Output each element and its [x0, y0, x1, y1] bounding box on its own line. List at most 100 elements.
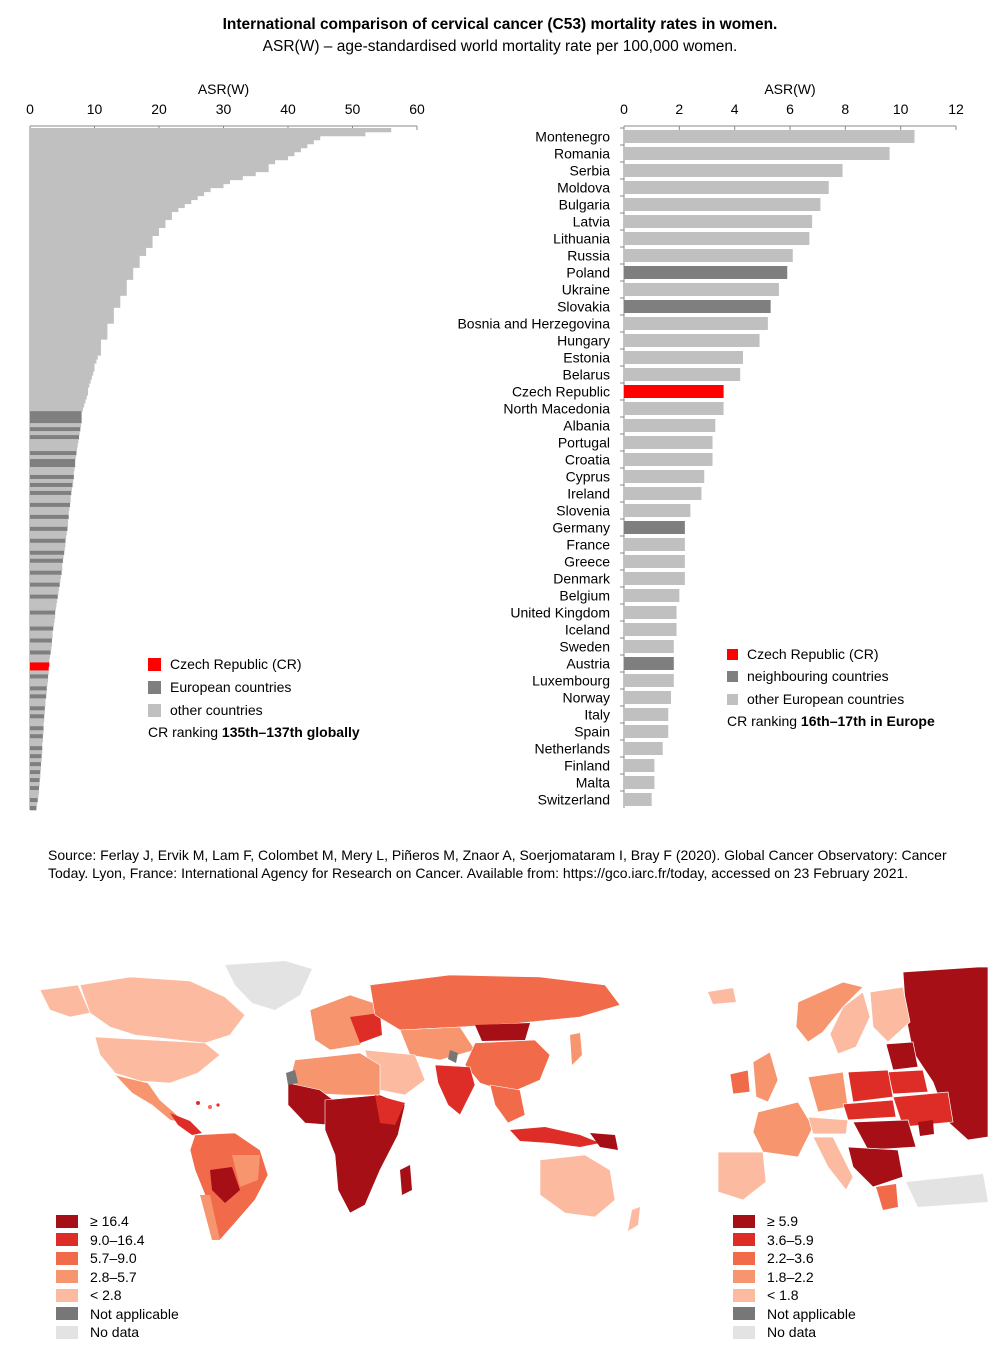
bar — [30, 486, 72, 492]
map-legend-swatch — [733, 1214, 755, 1228]
map-region-finland — [869, 986, 911, 1043]
map-region-norway — [795, 981, 864, 1043]
bar — [30, 203, 185, 209]
map-region-se-asia — [489, 1084, 526, 1124]
bar — [624, 130, 915, 143]
map-region-indonesia — [510, 1127, 600, 1147]
map-legend-item: 1.8–2.2 — [733, 1269, 814, 1285]
bar — [624, 742, 663, 755]
bar — [30, 762, 41, 767]
map-region-czech-slovakia — [842, 1099, 897, 1121]
map-region-ukraine — [892, 1091, 954, 1128]
map-region-russia — [369, 974, 621, 1031]
map-region-poland — [847, 1069, 894, 1103]
category-label: Germany — [552, 520, 610, 536]
map-region-central-america — [170, 1113, 202, 1135]
bar — [30, 506, 70, 512]
map-region-bolivia-paraguay — [210, 1167, 240, 1203]
bar — [30, 794, 39, 799]
map-region-sweden — [829, 991, 871, 1055]
map-region-balkans — [847, 1146, 904, 1188]
bar — [30, 690, 47, 695]
x-tick-label: 60 — [409, 101, 425, 117]
map-legend-swatch — [56, 1270, 78, 1283]
bar — [624, 283, 779, 296]
map-region-not-applicable-1 — [448, 1050, 458, 1063]
map-legend-item: 2.8–5.7 — [56, 1269, 137, 1285]
bar — [30, 798, 38, 803]
map-region-uk — [752, 1051, 779, 1103]
bar — [624, 249, 793, 262]
map-legend-swatch — [56, 1233, 78, 1246]
map-region-madagascar — [400, 1165, 412, 1195]
category-label: Denmark — [553, 571, 611, 587]
bar — [624, 453, 713, 466]
global-legend-item-cr: Czech Republic (CR) — [148, 656, 301, 672]
bar — [30, 267, 134, 272]
bar — [30, 403, 85, 408]
bar — [30, 259, 140, 264]
x-tick-label: 0 — [620, 101, 628, 117]
legend-swatch-europe — [148, 680, 161, 694]
bar — [30, 219, 166, 225]
category-label: Lithuania — [553, 231, 610, 247]
bar — [30, 183, 224, 189]
bar — [624, 487, 702, 500]
bar — [30, 455, 76, 460]
bar — [30, 630, 53, 635]
bar — [30, 295, 121, 300]
map-legend-label: No data — [767, 1324, 817, 1340]
category-label: Spain — [574, 724, 610, 740]
map-legend-item: 3.6–5.9 — [733, 1232, 814, 1248]
bar — [30, 167, 269, 173]
x-tick-label: 20 — [151, 101, 167, 117]
category-label: Austria — [566, 656, 610, 672]
category-label: Serbia — [570, 163, 611, 179]
category-label: Czech Republic — [512, 384, 610, 400]
map-region-iberia — [717, 1151, 767, 1201]
ranking-prefix: CR ranking — [727, 713, 801, 729]
map-legend-swatch — [56, 1251, 78, 1265]
bar — [624, 334, 760, 347]
bar — [624, 640, 674, 653]
map-region-moldova — [918, 1120, 934, 1136]
bar — [624, 470, 705, 483]
legend-swatch-cr — [148, 657, 161, 671]
bar — [30, 147, 301, 153]
ranking-prefix: CR ranking — [148, 724, 222, 740]
map-region-east-africa — [375, 1095, 405, 1125]
map-legend-swatch — [733, 1288, 755, 1302]
bar — [30, 271, 134, 276]
bar — [30, 562, 63, 568]
legend-label: neighbouring countries — [747, 668, 889, 684]
bar — [30, 662, 50, 667]
bar — [624, 402, 724, 415]
bar — [30, 195, 198, 201]
bar — [30, 706, 45, 711]
map-region-hungary-romania — [852, 1119, 917, 1151]
x-tick-label: 50 — [345, 101, 361, 117]
map-legend-swatch — [733, 1270, 755, 1283]
bar — [30, 550, 65, 556]
map-legend-swatch — [733, 1325, 755, 1339]
map-legend-item: Not applicable — [56, 1306, 179, 1322]
global-ranking-note: CR ranking 135th–137th globally — [148, 724, 360, 740]
bar — [30, 542, 66, 548]
bar — [30, 530, 67, 536]
ranking-value: 16th–17th in Europe — [800, 713, 935, 729]
bar — [30, 666, 49, 671]
map-legend-label: Not applicable — [767, 1305, 856, 1322]
bar — [30, 730, 44, 735]
category-label: Greece — [564, 554, 610, 570]
map-region-eastern-europe — [350, 1013, 382, 1043]
bar — [30, 702, 46, 707]
map-legend-item: 5.7–9.0 — [56, 1250, 137, 1266]
bar — [30, 223, 166, 229]
map-region-italy — [812, 1136, 854, 1191]
map-region-australia — [539, 1154, 616, 1218]
map-legend-label: ≥ 5.9 — [767, 1213, 799, 1229]
bar — [30, 722, 44, 727]
bar — [624, 538, 685, 551]
bar — [30, 159, 276, 165]
map-region-brazil-south — [232, 1155, 260, 1187]
